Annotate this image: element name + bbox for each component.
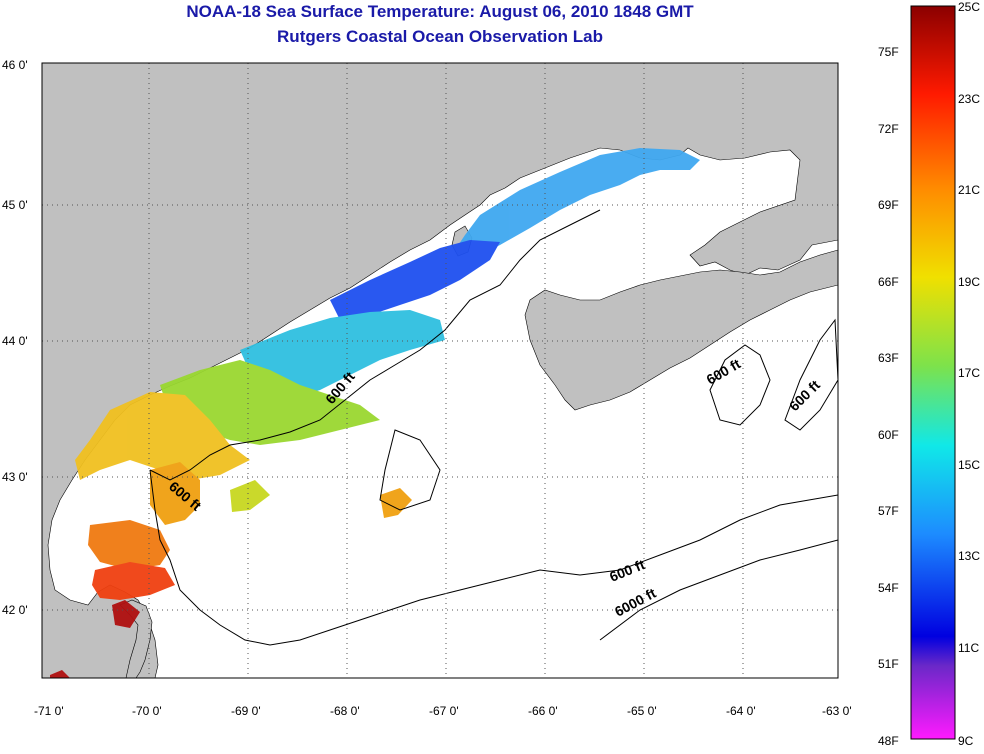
colorbar: 75F 72F 69F 66F 63F 60F 57F 54F 51F 48F … [878,0,980,748]
colorbar-c-label: 17C [958,366,980,380]
colorbar-f-label: 48F [878,734,899,748]
colorbar-f-label: 60F [878,428,899,442]
lon-tick-label: -66 0' [528,704,558,718]
colorbar-f-label: 57F [878,504,899,518]
colorbar-c-label: 19C [958,275,980,289]
colorbar-f-label: 66F [878,275,899,289]
colorbar-f-label: 63F [878,351,899,365]
lat-tick-label: 44 0' [2,334,28,348]
lon-axis: -71 0' -70 0' -69 0' -68 0' -67 0' -66 0… [34,704,852,718]
lat-tick-label: 43 0' [2,470,28,484]
lat-tick-label: 45 0' [2,198,28,212]
lon-tick-label: -67 0' [429,704,459,718]
lon-tick-label: -69 0' [231,704,261,718]
colorbar-gradient [910,5,956,740]
map-subtitle: Rutgers Coastal Ocean Observation Lab [277,27,603,46]
colorbar-f-label: 72F [878,122,899,136]
bathy-contours [149,209,838,646]
map-title: NOAA-18 Sea Surface Temperature: August … [186,2,694,21]
lon-tick-label: -70 0' [132,704,162,718]
colorbar-c-label: 11C [958,641,979,655]
map-area [42,63,838,678]
colorbar-f-label: 54F [878,581,899,595]
lon-tick-label: -68 0' [330,704,360,718]
colorbar-c-label: 21C [958,183,980,197]
colorbar-c-label: 23C [958,92,980,106]
land-maine-newbrunswick [42,63,838,678]
land-cape-cod [119,599,153,678]
colorbar-c-label: 25C [958,0,980,14]
colorbar-c-label: 13C [958,549,980,563]
lon-tick-label: -71 0' [34,704,64,718]
colorbar-f-label: 75F [878,45,899,59]
colorbar-f-label: 69F [878,198,899,212]
colorbar-c-label: 9C [958,734,974,748]
lat-tick-label: 42 0' [2,603,28,617]
land-nova-scotia [524,249,838,411]
lat-tick-label: 46 0' [2,58,28,72]
lon-tick-label: -64 0' [726,704,756,718]
lat-axis: 46 0' 45 0' 44 0' 43 0' 42 0' [2,58,28,617]
colorbar-c-label: 15C [958,458,980,472]
colorbar-f-label: 51F [878,657,899,671]
lon-tick-label: -63 0' [822,704,852,718]
map-frame [41,62,839,679]
lon-tick-label: -65 0' [627,704,657,718]
